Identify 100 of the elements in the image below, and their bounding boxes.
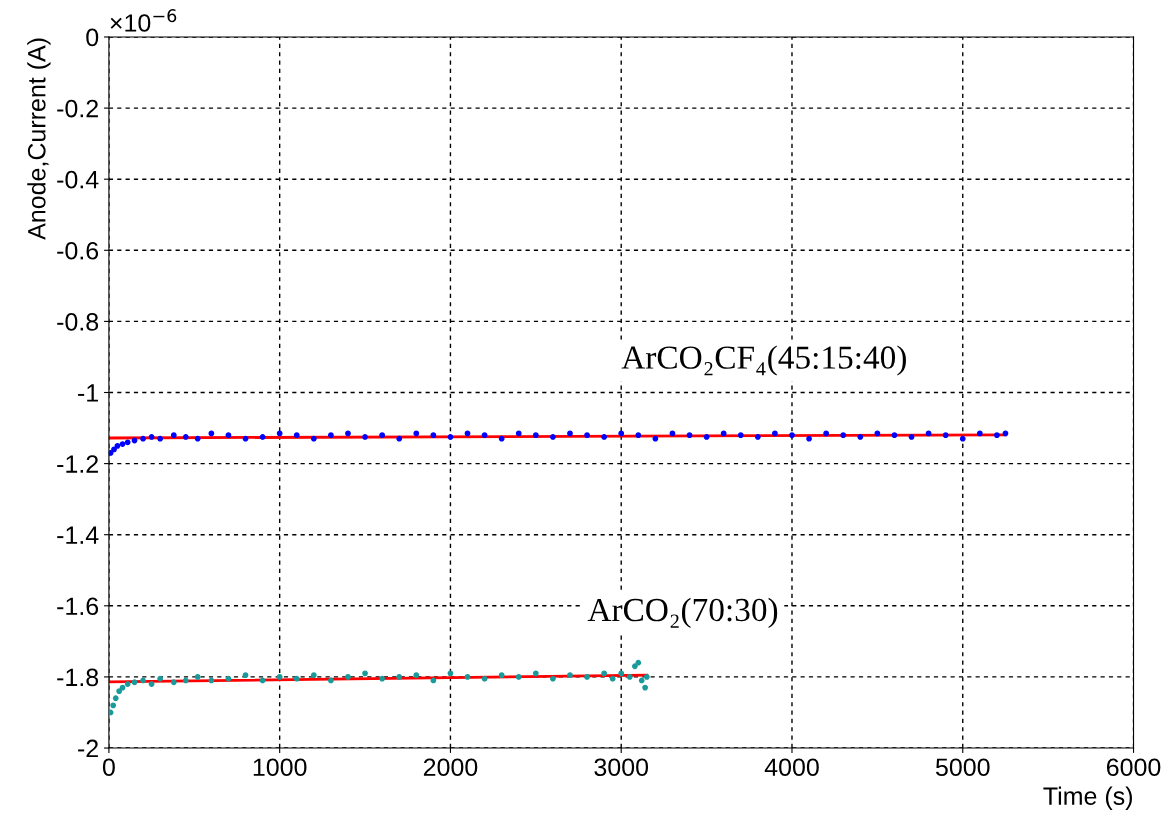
point: [567, 430, 573, 437]
point: [310, 672, 317, 679]
point: [140, 677, 146, 684]
point: [532, 432, 539, 439]
point: [464, 674, 471, 680]
point: [413, 672, 420, 679]
point: [498, 435, 505, 442]
y-tick-label: -1.2: [57, 455, 98, 473]
point: [643, 674, 650, 680]
point: [1002, 430, 1009, 437]
y-tick-label: -0.6: [57, 241, 99, 260]
point: [567, 672, 573, 679]
point: [430, 677, 437, 684]
y-tick-label: -0.2: [57, 99, 98, 118]
point: [124, 439, 131, 446]
point: [994, 432, 1000, 439]
point: [532, 670, 539, 677]
point: [194, 674, 201, 680]
point: [823, 430, 830, 437]
point: [116, 688, 123, 695]
point: [925, 430, 932, 437]
x-tick-label: 0: [102, 758, 115, 777]
point: [328, 432, 334, 439]
x-tick-label: 3000: [594, 758, 649, 777]
point: [140, 435, 146, 442]
point: [840, 432, 847, 439]
point: [276, 674, 283, 680]
point: [908, 434, 915, 440]
point: [157, 435, 164, 442]
x-axis-title: Time (s): [1043, 786, 1132, 810]
point: [225, 432, 232, 439]
point: [976, 430, 983, 437]
point: [447, 434, 454, 440]
x-tick-label: 5000: [935, 758, 990, 777]
point: [208, 677, 215, 684]
point: [631, 663, 638, 670]
point: [618, 670, 625, 677]
y-tick-label: -0.4: [57, 170, 99, 189]
point: [242, 435, 249, 442]
point: [550, 675, 556, 682]
point: [481, 675, 488, 682]
point: [108, 709, 114, 716]
point: [772, 430, 778, 437]
point: [635, 432, 642, 439]
point: [157, 675, 164, 682]
x-tick-label: 6000: [1106, 758, 1161, 777]
point: [942, 432, 949, 439]
point: [635, 659, 642, 666]
point: [720, 430, 727, 437]
y-tick-label: -0.8: [57, 313, 99, 331]
point: [686, 432, 693, 439]
point: [194, 435, 201, 442]
x-tick-label: 2000: [423, 758, 478, 777]
point: [609, 675, 616, 682]
x-tick-label: 4000: [764, 758, 819, 777]
point: [891, 432, 898, 439]
point: [789, 432, 795, 439]
point: [396, 435, 403, 442]
point: [754, 434, 761, 440]
point: [430, 432, 437, 439]
point: [242, 672, 249, 679]
point: [857, 434, 864, 440]
point: [310, 435, 317, 442]
point: [481, 432, 488, 439]
point: [170, 679, 177, 686]
point: [119, 684, 126, 691]
point: [379, 675, 386, 682]
point: [124, 681, 131, 687]
point: [626, 674, 633, 680]
point: [362, 434, 368, 440]
point: [601, 434, 608, 440]
point: [182, 677, 189, 684]
point: [413, 430, 420, 437]
y-tick-label: -1.4: [57, 526, 99, 544]
point: [515, 674, 522, 680]
y-tick-label: 0: [86, 28, 99, 47]
point: [379, 432, 386, 439]
point: [182, 434, 189, 440]
point: [259, 434, 266, 440]
point: [959, 435, 966, 442]
point: [345, 430, 351, 437]
point: [362, 670, 368, 677]
point: [806, 435, 812, 442]
point: [601, 670, 608, 677]
point: [111, 446, 117, 453]
y-tick-label: -1.6: [57, 597, 99, 616]
point: [515, 430, 522, 437]
point: [208, 430, 215, 437]
y-tick-label: -2: [78, 739, 98, 758]
point: [669, 430, 676, 437]
point: [584, 674, 590, 680]
point: [293, 675, 300, 682]
point: [447, 670, 454, 677]
point: [293, 432, 300, 439]
point: [112, 695, 119, 702]
point: [108, 450, 114, 456]
point: [259, 677, 266, 684]
point: [618, 430, 625, 437]
annotation: ArCO₂(70:30): [587, 597, 778, 629]
point: [345, 674, 351, 680]
